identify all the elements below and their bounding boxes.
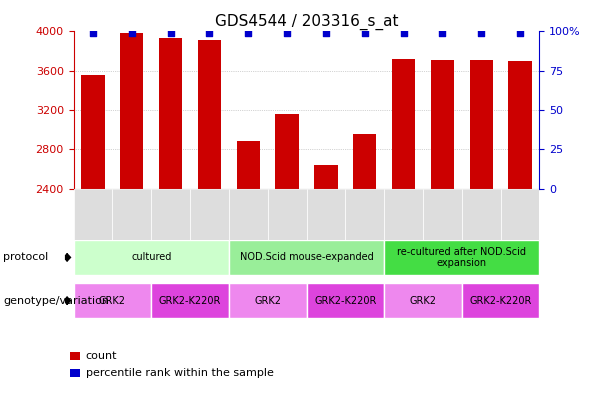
Text: cultured: cultured	[131, 252, 172, 263]
FancyBboxPatch shape	[462, 189, 501, 240]
Point	[205, 30, 215, 36]
Bar	[508, 61, 531, 189]
Bar	[275, 114, 299, 189]
Point	[88, 30, 98, 36]
FancyBboxPatch shape	[345, 189, 384, 240]
Point	[515, 30, 525, 36]
Bar	[314, 165, 338, 189]
Point	[282, 30, 292, 36]
Bar	[159, 38, 182, 189]
Bar	[82, 75, 105, 189]
Bar	[120, 33, 143, 189]
FancyBboxPatch shape	[462, 283, 539, 318]
Text: GRK2: GRK2	[99, 296, 126, 306]
Point	[398, 30, 408, 36]
Point	[321, 30, 331, 36]
Text: genotype/variation: genotype/variation	[3, 296, 109, 306]
Point	[360, 30, 370, 36]
Text: GRK2-K220R: GRK2-K220R	[159, 296, 221, 306]
Text: percentile rank within the sample: percentile rank within the sample	[86, 368, 273, 378]
Text: count: count	[86, 351, 117, 361]
FancyBboxPatch shape	[384, 240, 539, 275]
FancyBboxPatch shape	[151, 283, 229, 318]
FancyBboxPatch shape	[151, 189, 190, 240]
FancyBboxPatch shape	[268, 189, 306, 240]
FancyBboxPatch shape	[229, 189, 268, 240]
Bar	[431, 60, 454, 189]
Bar	[237, 141, 260, 189]
Point	[127, 30, 137, 36]
FancyBboxPatch shape	[306, 189, 345, 240]
FancyBboxPatch shape	[306, 283, 384, 318]
Text: GRK2-K220R: GRK2-K220R	[470, 296, 532, 306]
FancyBboxPatch shape	[190, 189, 229, 240]
Text: re-cultured after NOD.Scid
expansion: re-cultured after NOD.Scid expansion	[397, 247, 527, 268]
FancyBboxPatch shape	[384, 189, 423, 240]
Point	[243, 30, 253, 36]
Bar	[470, 60, 493, 189]
FancyBboxPatch shape	[74, 240, 229, 275]
Text: protocol: protocol	[3, 252, 48, 263]
Bar	[198, 40, 221, 189]
FancyBboxPatch shape	[229, 240, 384, 275]
FancyBboxPatch shape	[74, 283, 151, 318]
FancyBboxPatch shape	[384, 283, 462, 318]
Text: NOD.Scid mouse-expanded: NOD.Scid mouse-expanded	[240, 252, 373, 263]
FancyBboxPatch shape	[74, 189, 112, 240]
Bar	[392, 59, 415, 189]
Point	[166, 30, 175, 36]
Title: GDS4544 / 203316_s_at: GDS4544 / 203316_s_at	[215, 14, 398, 30]
FancyBboxPatch shape	[501, 189, 539, 240]
Text: GRK2: GRK2	[254, 296, 281, 306]
Text: GRK2-K220R: GRK2-K220R	[314, 296, 376, 306]
FancyBboxPatch shape	[112, 189, 151, 240]
FancyBboxPatch shape	[423, 189, 462, 240]
Bar	[353, 134, 376, 189]
FancyBboxPatch shape	[229, 283, 306, 318]
Point	[476, 30, 486, 36]
Text: GRK2: GRK2	[409, 296, 436, 306]
Point	[438, 30, 447, 36]
